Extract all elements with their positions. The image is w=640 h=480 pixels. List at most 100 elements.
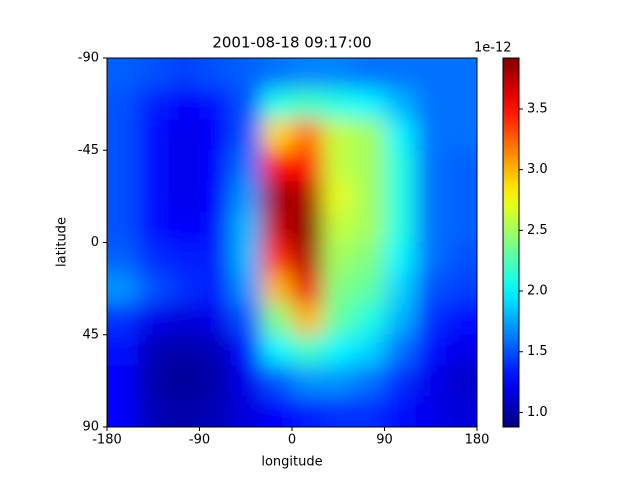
heat-cell [446, 150, 477, 182]
heat-cell [230, 211, 262, 243]
heat-cell [230, 119, 262, 151]
heat-cell [168, 396, 200, 427]
heat-cell [292, 119, 324, 151]
x-axis-label: longitude [261, 455, 322, 470]
heat-cell [168, 211, 200, 243]
heat-cell [168, 58, 200, 90]
heat-cell [384, 211, 416, 243]
heat-cell [384, 88, 416, 120]
heat-cell [107, 119, 139, 151]
y-tick-label: -90 [78, 51, 99, 66]
heat-cell [446, 334, 477, 366]
heat-cell [168, 88, 200, 120]
heat-cell [415, 304, 447, 336]
heat-cell [137, 273, 170, 305]
heat-cell [322, 150, 355, 182]
heat-cell [230, 273, 262, 305]
heat-cell [384, 304, 416, 336]
heat-cell [384, 119, 416, 151]
heat-cell [292, 396, 324, 427]
chart-title: 2001-08-18 09:17:00 [212, 34, 371, 52]
heat-cell [415, 242, 447, 274]
heat-cell [353, 181, 385, 213]
heat-cell [322, 242, 355, 274]
heat-cell [384, 334, 416, 366]
heat-cell [415, 88, 447, 120]
heat-cell [322, 304, 355, 336]
heat-cell [168, 119, 200, 151]
y-tick-label: 90 [82, 420, 99, 435]
heat-cell [261, 365, 293, 397]
heat-cell [199, 150, 231, 182]
heat-cell [292, 304, 324, 336]
heat-cell [415, 119, 447, 151]
heat-cell [199, 181, 231, 213]
heat-cell [446, 88, 477, 120]
heat-cell [322, 211, 355, 243]
colorbar-tick-label: 3.0 [527, 162, 548, 177]
heat-cell [168, 334, 200, 366]
heat-cell [261, 334, 293, 366]
heat-cell [137, 365, 170, 397]
heat-cell [230, 242, 262, 274]
heat-cell [292, 273, 324, 305]
heat-cell [353, 150, 385, 182]
heat-cell [353, 58, 385, 90]
heat-cell [415, 334, 447, 366]
heat-cell [107, 150, 139, 182]
heat-cell [137, 119, 170, 151]
heat-cell [199, 304, 231, 336]
heat-cell [137, 181, 170, 213]
heat-cell [261, 58, 293, 90]
heat-cell [137, 150, 170, 182]
heat-cell [230, 181, 262, 213]
heat-cell [261, 150, 293, 182]
y-axis-label: latitude [55, 217, 70, 267]
heat-cell [384, 396, 416, 427]
heat-cell [415, 396, 447, 427]
heat-cell [415, 365, 447, 397]
heat-cell [230, 365, 262, 397]
heat-cell [353, 396, 385, 427]
heat-cell [230, 396, 262, 427]
heat-cell [353, 334, 385, 366]
colorbar-tick-label: 2.0 [527, 284, 548, 299]
heat-cell [199, 211, 231, 243]
heat-cell [168, 304, 200, 336]
heat-cell [322, 88, 355, 120]
heat-cell [107, 334, 139, 366]
x-tick-label: 0 [288, 433, 296, 448]
heat-cell [107, 242, 139, 274]
heat-cell [446, 242, 477, 274]
colorbar-tick-label: 2.5 [527, 223, 548, 238]
heat-cell [292, 181, 324, 213]
heat-cell [107, 396, 139, 427]
x-tick-label: -180 [92, 433, 122, 448]
heat-cell [107, 211, 139, 243]
heat-cell [261, 88, 293, 120]
heat-cell [322, 273, 355, 305]
heat-cell [322, 181, 355, 213]
heat-cell [353, 211, 385, 243]
heat-cell [137, 334, 170, 366]
y-tick-label: 0 [91, 235, 99, 250]
colorbar-offset: 1e-12 [474, 41, 512, 56]
heat-cell [446, 211, 477, 243]
heat-cell [384, 181, 416, 213]
heat-cell [261, 304, 293, 336]
heat-cell [322, 334, 355, 366]
heat-cell [384, 365, 416, 397]
heat-cell [199, 88, 231, 120]
heat-cell [261, 211, 293, 243]
heat-cell [446, 273, 477, 305]
heat-cell [353, 88, 385, 120]
heat-cell [446, 119, 477, 151]
plot-area [107, 58, 477, 427]
heat-cell [107, 58, 139, 90]
heat-cell [261, 181, 293, 213]
colorbar-tick-label: 1.0 [527, 405, 548, 420]
heat-cell [353, 304, 385, 336]
heat-cell [199, 242, 231, 274]
heat-cell [137, 396, 170, 427]
heat-cell [322, 58, 355, 90]
